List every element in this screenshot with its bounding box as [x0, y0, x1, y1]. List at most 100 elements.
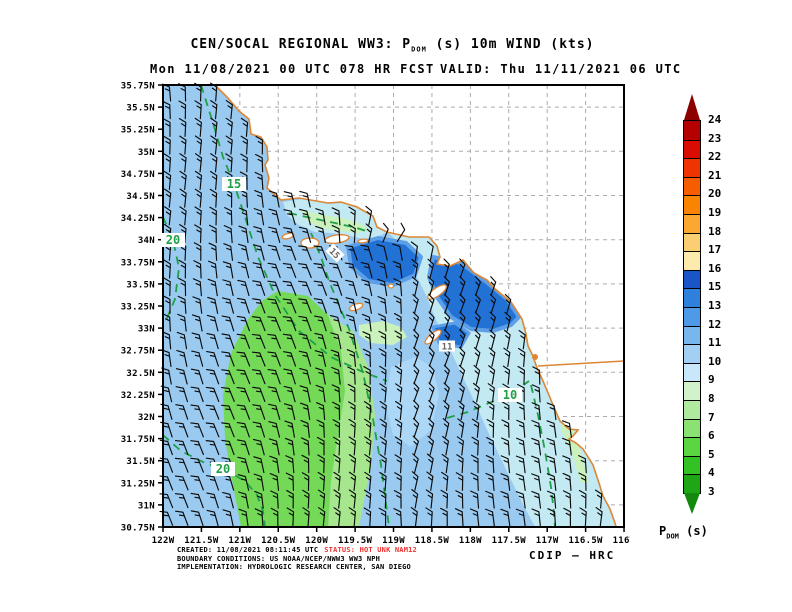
wind-barb	[267, 368, 281, 385]
wind-barb	[562, 455, 572, 474]
wind-barb	[252, 262, 266, 279]
wind-barb	[331, 224, 341, 244]
wind-barb	[268, 438, 280, 456]
wind-barb	[360, 244, 373, 261]
wind-barb	[299, 190, 311, 208]
wind-barb	[206, 351, 219, 367]
wind-barb	[298, 315, 312, 332]
wind-barb	[162, 295, 171, 314]
wind-barb	[412, 329, 420, 350]
wind-barb	[269, 473, 280, 491]
wind-barb	[443, 258, 450, 279]
wind-barb	[205, 386, 220, 403]
colorbar-segment	[684, 306, 700, 326]
lon-axis-label: 118W	[459, 536, 482, 546]
wind-barb	[283, 191, 296, 208]
wind-barb	[456, 436, 464, 456]
wind-barb	[504, 311, 512, 332]
wind-barb	[313, 263, 328, 279]
wind-barb	[314, 350, 327, 367]
wind-barb	[222, 509, 234, 527]
wind-barb	[236, 404, 251, 420]
wind-barb	[411, 471, 419, 491]
wind-barb	[179, 170, 187, 191]
colorbar-segment	[684, 362, 700, 382]
wind-barb	[382, 222, 389, 243]
wind-barb	[394, 454, 402, 474]
wind-barb	[348, 224, 356, 244]
wind-barb	[236, 422, 250, 438]
wind-barb	[164, 206, 172, 226]
model-run-label: Mon 11/08/2021 00 UTC 078 HR FCST	[150, 62, 435, 76]
wind-barb	[503, 329, 511, 350]
wind-barb	[163, 135, 171, 155]
island-san-miguel	[281, 232, 295, 240]
lon-axis-label: 120W	[305, 536, 328, 546]
wind-barb	[395, 383, 403, 403]
lat-axis-label: 33.25N	[121, 303, 155, 313]
wind-barb	[251, 369, 266, 385]
colorbar-label: 13	[708, 299, 722, 312]
wind-barb	[283, 385, 296, 403]
lat-axis-label: 34.5N	[126, 192, 155, 202]
wind-barb	[546, 402, 557, 421]
lat-axis-label: 35.25N	[121, 126, 155, 136]
lat-axis-label: 32.75N	[121, 347, 155, 357]
colorbar-label: 20	[708, 187, 722, 201]
wind-barb	[348, 418, 356, 438]
wind-barb	[428, 346, 435, 367]
wind-barb	[178, 259, 187, 279]
wind-barb	[240, 117, 249, 137]
wind-barb	[470, 454, 479, 474]
wind-barb	[344, 245, 358, 261]
wind-barb	[301, 472, 310, 491]
colorbar-label: 24	[708, 113, 722, 126]
wind-barb	[317, 489, 326, 509]
wind-barb	[471, 418, 480, 438]
us-mexico-border	[537, 360, 625, 367]
wind-barb	[301, 454, 310, 474]
wind-barb	[206, 332, 219, 350]
colorbar-segment	[684, 232, 700, 252]
wind-barb	[190, 492, 204, 509]
wind-barb	[313, 280, 328, 296]
wind-barb	[251, 316, 266, 332]
wind-barb	[267, 262, 281, 279]
wind-barb	[268, 190, 280, 208]
wind-barb	[347, 383, 356, 403]
colorbar-segment	[684, 176, 700, 196]
wind-barb	[377, 296, 387, 314]
wind-barb	[267, 298, 281, 314]
wind-barb	[376, 261, 388, 279]
wind-barb	[531, 508, 541, 527]
wind-barb	[348, 401, 356, 421]
wind-barb	[345, 297, 357, 314]
colorbar-segment	[684, 251, 700, 270]
wind-barb	[426, 241, 434, 261]
wind-barb	[547, 490, 557, 509]
lat-axis-label: 30.75N	[121, 524, 155, 534]
lat-axis-label: 32.5N	[126, 369, 155, 379]
wind-barb	[209, 188, 218, 208]
wind-barb	[270, 507, 279, 527]
wind-barb	[393, 490, 402, 509]
wind-barb	[563, 507, 571, 527]
wind-barb	[192, 278, 202, 297]
wind-barb	[315, 225, 326, 244]
wind-barb	[255, 153, 264, 173]
wind-barb	[531, 402, 541, 421]
wind-barb	[315, 208, 326, 226]
wind-barb	[174, 493, 189, 509]
wind-barb	[444, 311, 451, 332]
wind-barb	[267, 244, 281, 261]
lat-axis-label: 31N	[138, 501, 155, 511]
contour-line-0	[200, 84, 388, 382]
wind-barb	[268, 421, 281, 438]
wind-barb	[252, 404, 266, 420]
wind-barb	[361, 313, 372, 332]
wind-barb	[236, 297, 250, 314]
colorbar-label: 23	[708, 131, 722, 145]
wind-barb	[316, 436, 325, 456]
wind-barb	[283, 209, 296, 226]
wind-barb	[178, 277, 187, 297]
